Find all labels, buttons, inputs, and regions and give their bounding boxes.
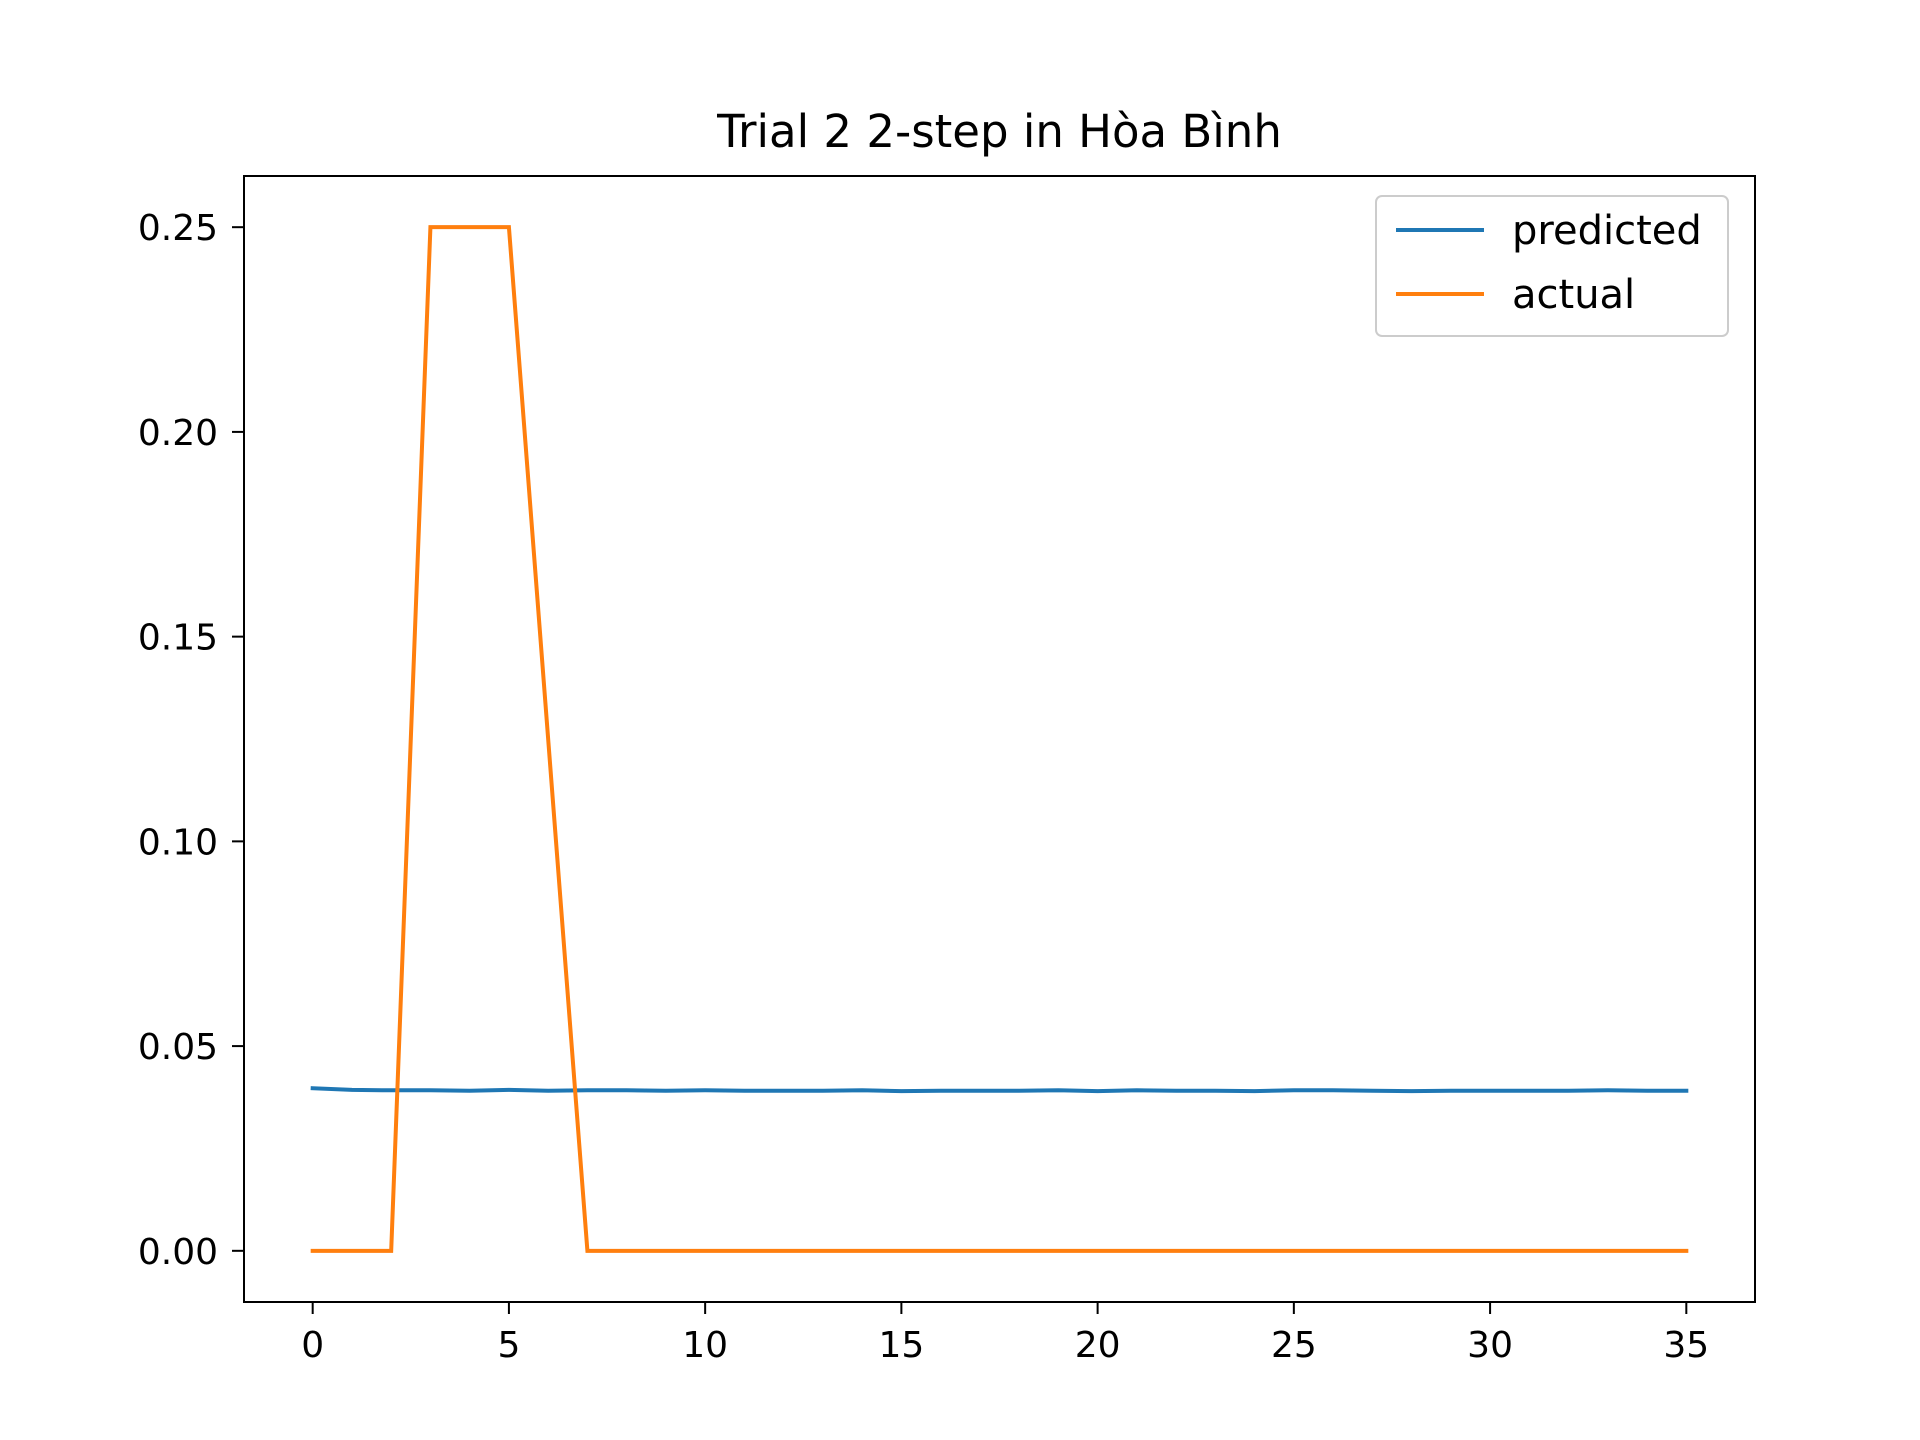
series-points-predicted (312, 1088, 1687, 1092)
plot-frame (243, 175, 1756, 1303)
series-layer (310, 225, 1689, 1253)
x-tick-label: 0 (301, 1325, 324, 1366)
x-tick-label: 25 (1271, 1325, 1317, 1366)
x-tick-label: 30 (1467, 1325, 1513, 1366)
series-line-predicted (310, 1086, 1689, 1094)
y-tick-label: 0.10 (138, 822, 218, 863)
x-tick-label: 35 (1663, 1325, 1709, 1366)
chart-title: Trial 2 2-step in Hòa Bình (716, 105, 1282, 158)
y-tick-label: 0.05 (138, 1027, 218, 1068)
series-line-actual (310, 225, 1689, 1253)
x-tick-label: 10 (682, 1325, 728, 1366)
series-points-actual (312, 227, 1687, 1251)
legend-label-actual: actual (1512, 272, 1635, 318)
y-tick-label: 0.20 (138, 413, 218, 454)
y-tick-label: 0.15 (138, 618, 218, 659)
legend: predicted actual (1375, 195, 1729, 337)
y-tick-label: 0.00 (138, 1232, 218, 1273)
x-tick-label: 20 (1075, 1325, 1121, 1366)
x-axis: 0 5 10 15 20 25 30 35 (301, 1302, 1709, 1366)
y-axis: 0.00 0.05 0.10 0.15 0.20 0.25 (138, 208, 244, 1273)
x-tick-label: 15 (878, 1325, 924, 1366)
y-tick-label: 0.25 (138, 208, 218, 249)
legend-label-predicted: predicted (1512, 208, 1702, 254)
x-tick-label: 5 (497, 1325, 520, 1366)
